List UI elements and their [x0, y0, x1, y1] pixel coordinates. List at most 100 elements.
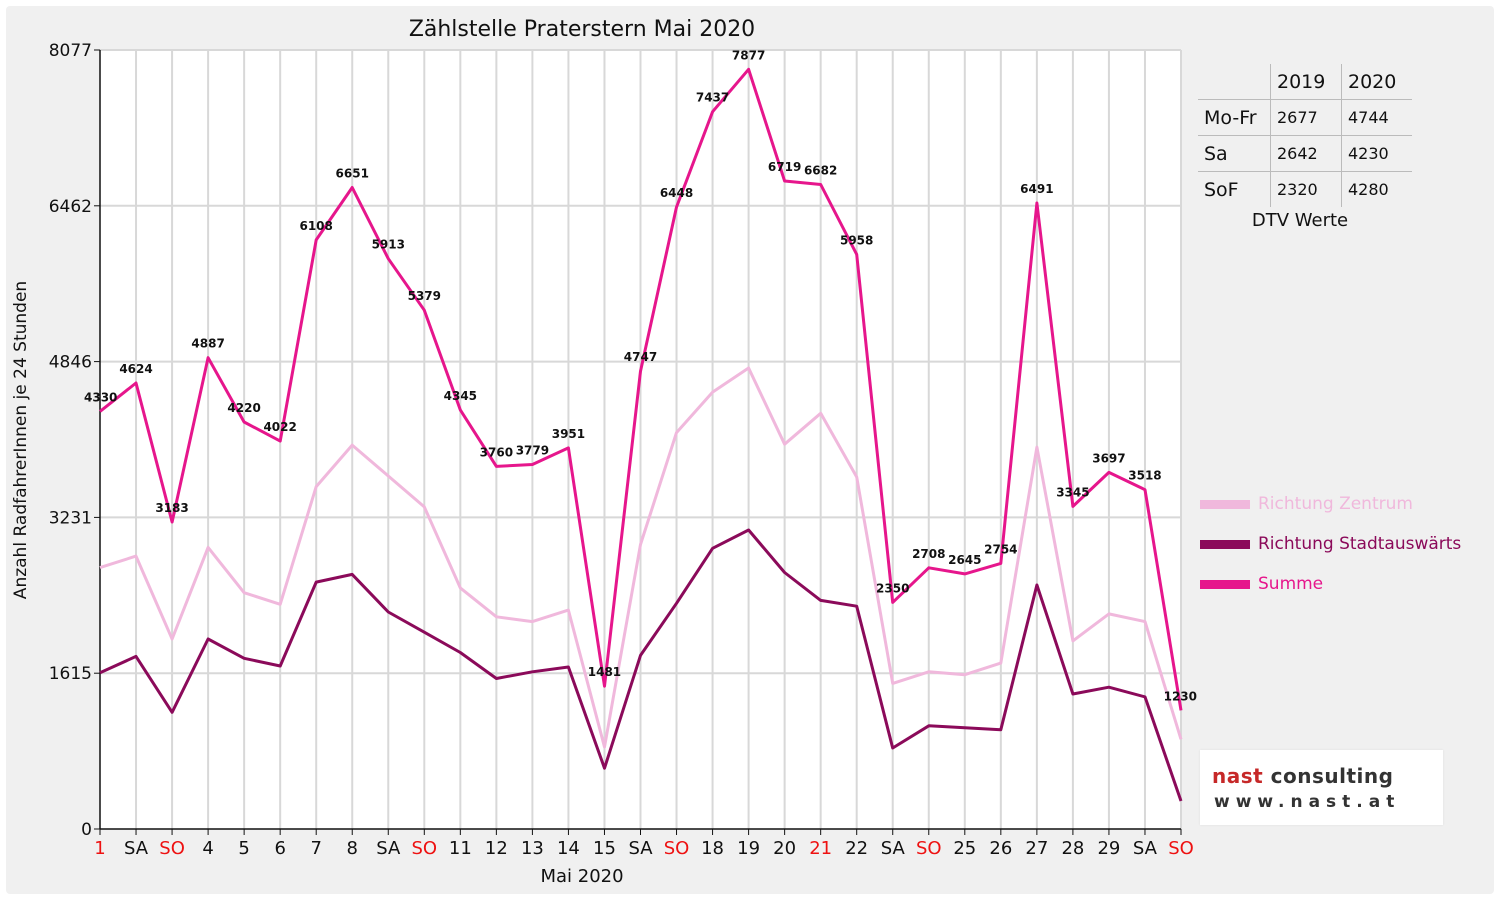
- company-logo: nast consulting www.nast.at: [1200, 750, 1443, 825]
- x-tick-label: 5: [238, 838, 249, 859]
- dtv-row: SoF 2320 4280: [1198, 171, 1412, 207]
- data-label: 2645: [948, 553, 981, 567]
- axes: [94, 49, 1182, 835]
- data-label: 1230: [1164, 689, 1197, 703]
- data-label: 5958: [840, 233, 873, 247]
- x-tick-label: 8: [347, 838, 358, 859]
- data-label: 3760: [480, 445, 513, 459]
- series-lines: [99, 67, 1183, 802]
- x-tick-label: 11: [449, 838, 472, 859]
- x-tick-label: 21: [809, 838, 832, 859]
- x-tick-label: 13: [521, 838, 544, 859]
- series-line-summe: [99, 67, 1183, 711]
- x-tick-label: SO: [1168, 838, 1194, 859]
- chart-title: Zählstelle Praterstern Mai 2020: [409, 17, 755, 42]
- legend-item-summe: Summe: [1200, 574, 1323, 594]
- logo-brand: nast consulting: [1212, 764, 1394, 788]
- x-tick-label: 22: [845, 838, 868, 859]
- x-tick-label: SA: [1133, 838, 1158, 859]
- data-label: 4887: [191, 337, 224, 351]
- dtv-value: 2677: [1270, 99, 1342, 136]
- x-tick-label: SA: [628, 838, 653, 859]
- y-axis-label: Anzahl RadfahrerInnen je 24 Stunden: [11, 281, 31, 599]
- data-label: 4220: [227, 401, 260, 415]
- dtv-table: 2019 2020 Mo-Fr 2677 4744 Sa 2642 4230 S…: [1198, 64, 1412, 207]
- y-tick-label: 3231: [49, 508, 92, 528]
- dtv-row-label: Sa: [1198, 135, 1271, 172]
- x-tick-label: 1: [94, 838, 105, 859]
- x-tick-label: SA: [124, 838, 149, 859]
- legend-label: Summe: [1258, 574, 1324, 594]
- y-tick-labels: 0 1615 3231 4846 6462 8077: [49, 41, 92, 840]
- x-tick-label: 28: [1061, 838, 1084, 859]
- x-tick-label: 14: [557, 838, 580, 859]
- y-tick-label: 0: [81, 820, 92, 840]
- logo-url: www.nast.at: [1214, 792, 1401, 812]
- legend-label: Richtung Zentrum: [1258, 494, 1413, 514]
- x-tick-label: 12: [485, 838, 508, 859]
- x-tick-label: 29: [1097, 838, 1120, 859]
- dtv-row: Mo-Fr 2677 4744: [1198, 99, 1412, 136]
- dtv-value: 4744: [1341, 99, 1412, 136]
- data-label: 3345: [1056, 485, 1089, 499]
- dtv-row-label: Mo-Fr: [1198, 99, 1271, 136]
- data-label: 6651: [336, 167, 369, 181]
- x-tick-labels: 1 SA SO 4 5 6 7 8 SA SO 11 12 13 14 15 SA SO 18 19 20 21 22 SA…: [94, 838, 1194, 859]
- dtv-header-2020: 2020: [1341, 64, 1412, 100]
- data-label: 4022: [263, 420, 296, 434]
- data-label: 5379: [408, 289, 441, 303]
- data-label: 2708: [912, 547, 945, 561]
- data-label: 5913: [372, 238, 405, 252]
- data-label: 4747: [624, 350, 657, 364]
- dtv-row-label: SoF: [1198, 171, 1271, 207]
- x-tick-label: SO: [916, 838, 942, 859]
- legend-swatch: [1200, 579, 1250, 589]
- dtv-caption: DTV Werte: [1251, 210, 1349, 231]
- x-tick-label: 19: [737, 838, 760, 859]
- data-label: 3951: [552, 427, 585, 441]
- data-label: 7877: [732, 48, 765, 62]
- legend-swatch: [1200, 539, 1250, 549]
- data-label: 6682: [804, 164, 837, 178]
- x-tick-label: 4: [202, 838, 213, 859]
- data-label: 3183: [155, 501, 188, 515]
- legend-label: Richtung Stadtauswärts: [1258, 534, 1462, 554]
- y-tick-label: 1615: [49, 664, 92, 684]
- y-tick-label: 8077: [49, 41, 92, 61]
- y-tick-label: 4846: [49, 353, 92, 373]
- data-label: 6108: [299, 219, 332, 233]
- data-label: 2754: [984, 542, 1017, 556]
- series-line-zentrum: [99, 366, 1183, 749]
- dtv-value: 2320: [1270, 171, 1342, 207]
- data-label: 6448: [660, 186, 693, 200]
- data-label: 2350: [876, 581, 909, 595]
- legend-item-zentrum: Richtung Zentrum: [1200, 494, 1413, 514]
- data-label: 3518: [1128, 469, 1161, 483]
- data-label: 7437: [696, 91, 729, 105]
- x-tick-label: 20: [773, 838, 796, 859]
- series-line-stadtauswaerts: [99, 528, 1183, 802]
- legend-item-stadtauswaerts: Richtung Stadtauswärts: [1200, 534, 1461, 554]
- x-tick-label: SA: [881, 838, 906, 859]
- x-axis-label: Mai 2020: [540, 866, 623, 887]
- data-label: 4345: [444, 389, 477, 403]
- data-label: 6491: [1020, 182, 1053, 196]
- x-tick-label: 6: [274, 838, 285, 859]
- dtv-header-2019: 2019: [1270, 64, 1342, 100]
- data-label: 4330: [84, 390, 117, 404]
- data-label: 6719: [768, 160, 801, 174]
- x-tick-label: SO: [664, 838, 690, 859]
- x-tick-label: 15: [593, 838, 616, 859]
- x-tick-label: 25: [953, 838, 976, 859]
- y-tick-label: 6462: [49, 197, 92, 217]
- x-tick-label: 18: [701, 838, 724, 859]
- x-tick-label: 7: [310, 838, 321, 859]
- data-label: 1481: [588, 665, 621, 679]
- dtv-value: 4230: [1341, 135, 1412, 172]
- x-tick-label: 26: [989, 838, 1012, 859]
- x-tick-label: SO: [412, 838, 438, 859]
- dtv-row: Sa 2642 4230: [1198, 135, 1412, 172]
- legend-swatch: [1200, 499, 1250, 509]
